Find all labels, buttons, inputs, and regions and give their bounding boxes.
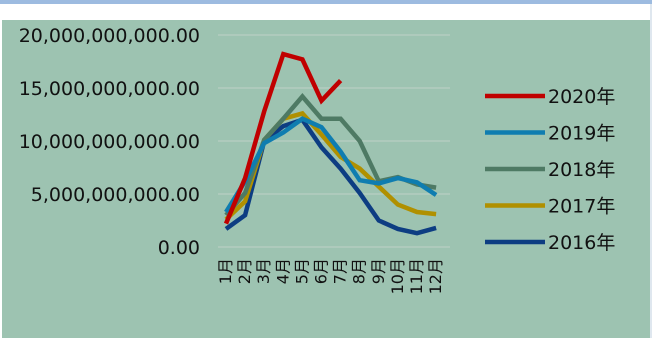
legend-label: 2016年 — [548, 232, 615, 254]
right-edge — [650, 4, 652, 338]
x-tick-label: 5月 — [292, 258, 311, 284]
x-tick-label: 1月 — [216, 258, 235, 284]
top-border — [0, 0, 652, 4]
legend-label: 2019年 — [548, 123, 615, 145]
x-tick-label: 8月 — [350, 258, 369, 284]
y-tick-label: 20,000,000,000.00 — [19, 25, 200, 47]
x-tick-label: 3月 — [254, 258, 273, 284]
x-tick-label: 2月 — [235, 258, 254, 284]
x-tick-label: 10月 — [388, 258, 407, 294]
y-axis-tick-labels: 0.00 5,000,000,000.00 10,000,000,000.00 15,… — [19, 25, 200, 259]
chart-area — [2, 20, 650, 338]
series-lines — [223, 51, 438, 236]
x-tick-label: 9月 — [369, 258, 388, 284]
x-tick-label: 12月 — [426, 258, 445, 294]
legend-label: 2017年 — [548, 196, 615, 218]
y-tick-label: 10,000,000,000.00 — [19, 131, 200, 153]
y-tick-label: 5,000,000,000.00 — [31, 184, 200, 206]
legend: 2020年 2019年 2018年 2017年 2016年 — [485, 86, 615, 254]
series-line — [223, 51, 343, 225]
x-tick-label: 11月 — [407, 258, 426, 294]
x-tick-label: 4月 — [273, 258, 292, 284]
y-tick-label: 0.00 — [158, 237, 200, 259]
y-tick-label: 15,000,000,000.00 — [19, 78, 200, 100]
legend-label: 2020年 — [548, 86, 615, 108]
series-line — [224, 116, 438, 214]
x-tick-label: 6月 — [312, 258, 331, 284]
legend-label: 2018年 — [548, 159, 615, 181]
x-tick-label: 7月 — [331, 258, 350, 284]
x-axis-tick-labels: 1月 2月 3月 4月 5月 6月 7月 8月 9月 10月 11月 12月 — [216, 258, 445, 294]
